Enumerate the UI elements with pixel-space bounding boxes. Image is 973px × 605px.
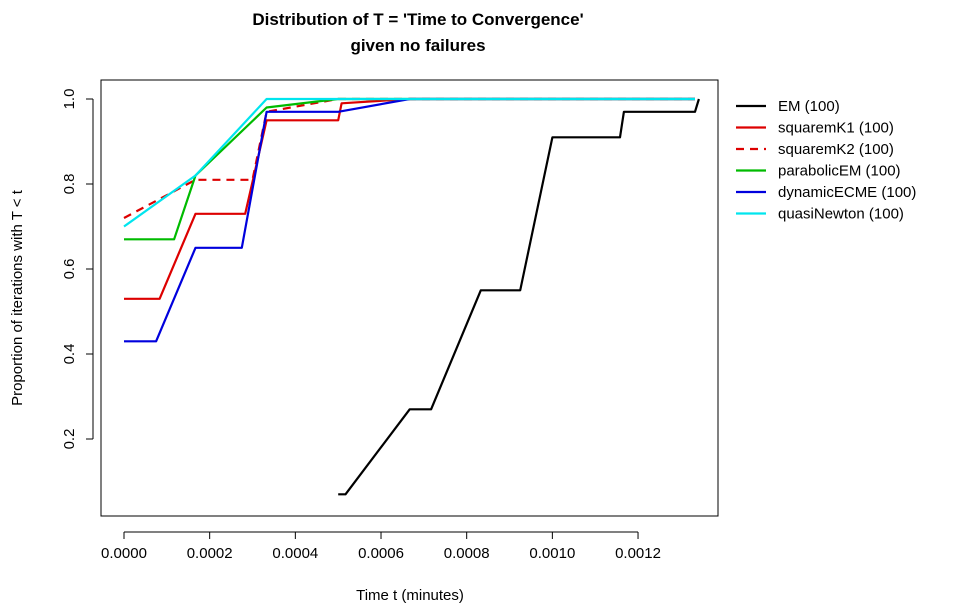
y-tick-label: 0.8 (61, 174, 78, 195)
series-line-1 (338, 99, 699, 494)
x-axis-label: Time t (minutes) (356, 587, 464, 604)
series-line-3 (124, 99, 695, 218)
y-tick-label: 0.4 (61, 344, 78, 365)
x-tick-label: 0.0006 (358, 545, 404, 562)
legend-label-5: dynamicECME (100) (778, 184, 916, 201)
chart-subtitle: given no failures (350, 36, 485, 55)
x-tick-label: 0.0002 (187, 545, 233, 562)
x-tick-label: 0.0012 (615, 545, 661, 562)
series-line-2 (124, 99, 695, 299)
series-line-5 (124, 99, 695, 341)
legend-label-2: squaremK1 (100) (778, 120, 894, 137)
x-tick-label: 0.0008 (444, 545, 490, 562)
chart-title: Distribution of T = 'Time to Convergence… (252, 10, 583, 29)
x-axis: 0.0000 0.0002 0.0004 0.0006 0.0008 0.0010 0.00… (101, 532, 661, 562)
legend-label-1: EM (100) (778, 98, 840, 115)
x-tick-label: 0.0004 (272, 545, 318, 562)
legend-label-3: squaremK2 (100) (778, 141, 894, 158)
legend: EM (100) squaremK1 (100) squaremK2 (100) pa… (736, 98, 916, 223)
y-tick-label: 0.6 (61, 259, 78, 280)
x-tick-label: 0.0000 (101, 545, 147, 562)
plot-frame (101, 80, 718, 516)
legend-label-6: quasiNewton (100) (778, 206, 904, 223)
x-tick-label: 0.0010 (529, 545, 575, 562)
legend-label-4: parabolicEM (100) (778, 163, 901, 180)
series-line-4 (124, 99, 695, 239)
y-tick-label: 1.0 (61, 89, 78, 110)
series-group (124, 99, 699, 494)
y-axis-label: Proportion of iterations with T < t (9, 189, 26, 406)
y-axis: 0.2 0.4 0.6 0.8 1.0 (61, 89, 93, 450)
y-tick-label: 0.2 (61, 429, 78, 450)
